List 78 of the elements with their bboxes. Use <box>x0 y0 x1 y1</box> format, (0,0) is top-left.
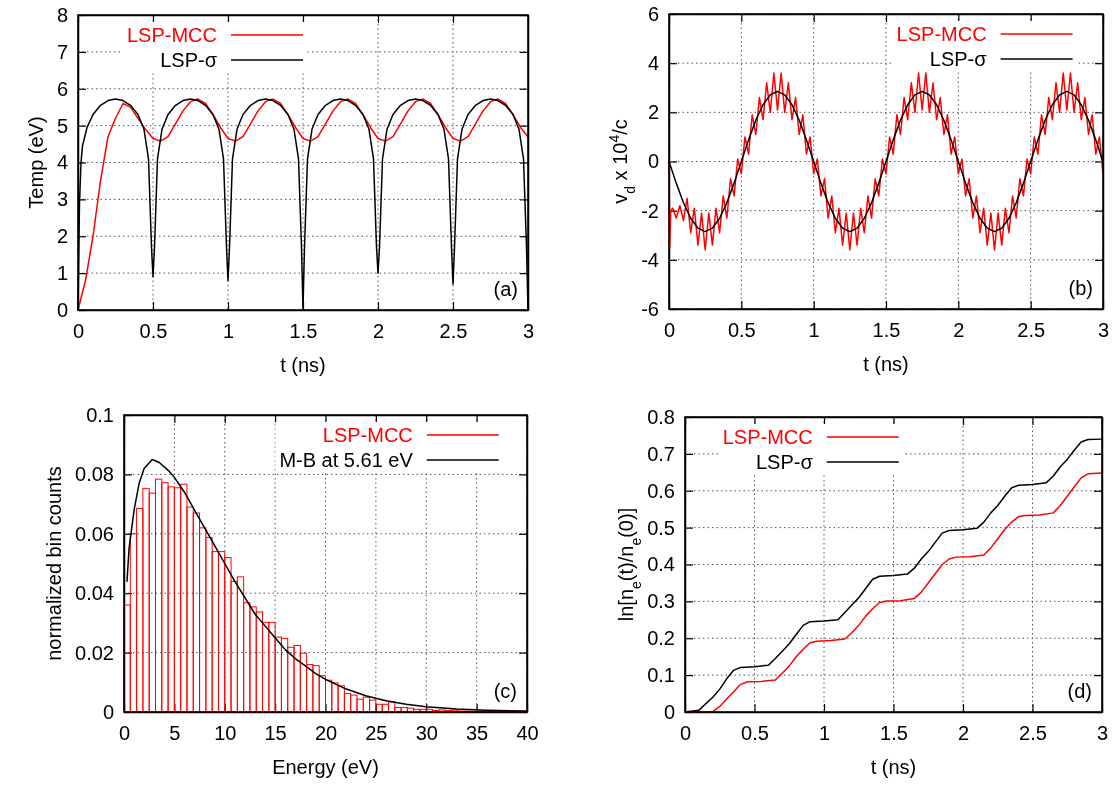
y-tick-label: 7 <box>56 40 68 63</box>
x-tick-label: 2 <box>957 722 970 745</box>
x-tick-label: 0 <box>118 722 131 745</box>
x-tick-label: 25 <box>365 722 388 745</box>
y-tick-label: 0.3 <box>647 590 675 613</box>
y-tick-label: 0.8 <box>647 405 675 428</box>
y-axis-title: normalized bin counts <box>43 466 66 661</box>
legend-label: M-B at 5.61 eV <box>279 449 414 471</box>
y-tick-label: 5 <box>56 114 68 137</box>
annotation: (c) <box>493 680 517 702</box>
y-tick-label: 1 <box>56 262 68 285</box>
x-tick-label: 1 <box>818 722 831 745</box>
annotation: (b) <box>1068 277 1093 299</box>
legend-label: LSP-σ <box>755 451 814 473</box>
x-tick-label: 2.5 <box>439 320 468 343</box>
legend-label: LSP-MCC <box>722 426 813 448</box>
x-tick-label: 5 <box>169 722 181 745</box>
y-tick-label: 0.04 <box>75 582 114 605</box>
legend-label: LSP-MCC <box>896 23 987 45</box>
x-tick-label: 2 <box>953 319 965 342</box>
y-tick-label: -4 <box>641 248 659 271</box>
x-tick-label: 1.5 <box>872 319 901 342</box>
x-tick-label: 15 <box>264 722 287 745</box>
x-tick-label: 2.5 <box>1019 722 1047 745</box>
y-tick-label: 2 <box>56 225 68 248</box>
x-tick-label: 0.5 <box>741 722 769 745</box>
x-axis-title: t (ns) <box>280 354 326 376</box>
legend-label: LSP-σ <box>929 48 988 70</box>
y-tick-label: 0.4 <box>647 553 675 576</box>
x-tick-label: 3 <box>522 320 535 343</box>
annotation: (d) <box>1067 680 1092 702</box>
x-tick-label: 30 <box>415 722 438 745</box>
x-tick-label: 2.5 <box>1017 319 1046 342</box>
legend-label: LSP-MCC <box>126 24 217 46</box>
y-tick-label: 0 <box>56 298 68 321</box>
y-tick-label: 0.6 <box>647 479 675 502</box>
x-tick-label: 3 <box>1096 722 1109 745</box>
y-tick-label: 0.06 <box>75 522 114 545</box>
y-tick-label: 0.08 <box>75 463 114 486</box>
x-tick-label: 35 <box>466 722 489 745</box>
x-tick-label: 20 <box>314 722 338 745</box>
y-tick-label: 0.2 <box>647 627 675 650</box>
x-tick-label: 1.5 <box>880 722 908 745</box>
x-tick-label: 0.5 <box>727 319 756 342</box>
y-tick-label: 0 <box>647 150 659 173</box>
y-tick-label: 0.1 <box>647 664 675 687</box>
legend-label: LSP-σ <box>160 49 218 71</box>
y-tick-label: 4 <box>56 151 68 174</box>
x-axis-title: t (ns) <box>863 353 909 375</box>
y-tick-label: 4 <box>647 52 659 75</box>
y-tick-label: 0.5 <box>647 516 675 539</box>
x-tick-label: 10 <box>214 722 237 745</box>
x-tick-label: 0.5 <box>139 320 168 343</box>
y-tick-label: 8 <box>56 3 68 26</box>
x-tick-label: 1 <box>222 320 235 343</box>
x-tick-label: 2 <box>372 320 385 343</box>
y-axis-title: Temp (eV) <box>24 116 47 209</box>
line-series <box>668 72 1104 251</box>
y-tick-label: 3 <box>56 188 68 211</box>
y-tick-label: -6 <box>641 297 659 320</box>
y-tick-label: 0.7 <box>647 442 675 465</box>
y-tick-label: 0.02 <box>75 641 114 664</box>
y-tick-label: 6 <box>647 2 659 25</box>
annotation: (a) <box>493 278 518 300</box>
x-tick-label: 1 <box>808 319 820 342</box>
x-axis-title: Energy (eV) <box>272 756 379 778</box>
y-tick-label: 0 <box>663 700 675 723</box>
x-axis-title: t (ns) <box>870 756 917 778</box>
legend-label: LSP-MCC <box>322 424 413 446</box>
y-tick-label: 6 <box>56 77 68 100</box>
x-tick-label: 0 <box>679 722 692 745</box>
x-tick-label: 3 <box>1097 319 1110 342</box>
y-tick-label: 0.1 <box>86 403 114 426</box>
x-tick-label: 40 <box>516 722 539 745</box>
y-tick-label: 2 <box>647 101 659 124</box>
y-tick-label: -2 <box>641 199 659 222</box>
y-tick-label: 0 <box>102 700 114 723</box>
x-tick-label: 1.5 <box>289 320 318 343</box>
